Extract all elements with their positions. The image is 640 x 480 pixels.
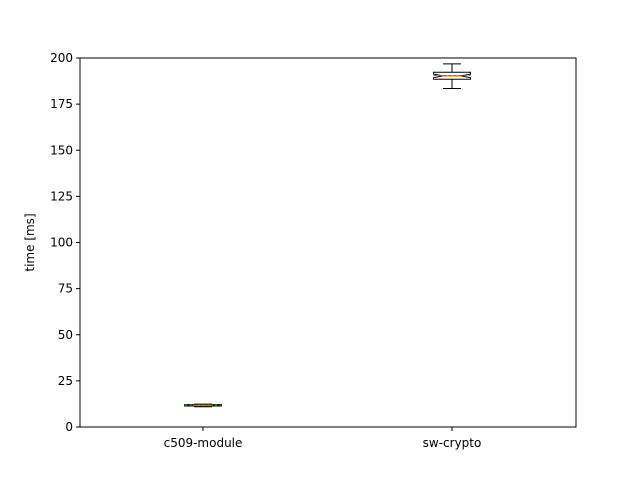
y-tick-label: 175 xyxy=(50,97,73,111)
y-tick-label: 25 xyxy=(58,374,73,388)
y-tick-label: 100 xyxy=(50,236,73,250)
box-group xyxy=(433,63,471,89)
y-tick-label: 150 xyxy=(50,143,73,157)
y-tick-label: 200 xyxy=(50,51,73,65)
x-tick-label: c509-module xyxy=(164,436,243,450)
y-tick-label: 75 xyxy=(58,282,73,296)
box-series xyxy=(184,63,471,408)
y-tick-label: 125 xyxy=(50,189,73,203)
plot-frame xyxy=(79,57,577,428)
box-group xyxy=(184,403,222,408)
y-tick-label: 50 xyxy=(58,328,73,342)
x-axis-ticks: c509-module sw-crypto xyxy=(164,427,482,450)
notched-box xyxy=(433,71,471,80)
x-tick-label: sw-crypto xyxy=(423,436,482,450)
y-axis-ticks: 0 25 50 75 100 125 150 175 200 xyxy=(50,51,80,434)
plot-area xyxy=(80,58,576,427)
y-axis-label: time [ms] xyxy=(23,213,37,271)
y-tick-label: 0 xyxy=(65,420,73,434)
